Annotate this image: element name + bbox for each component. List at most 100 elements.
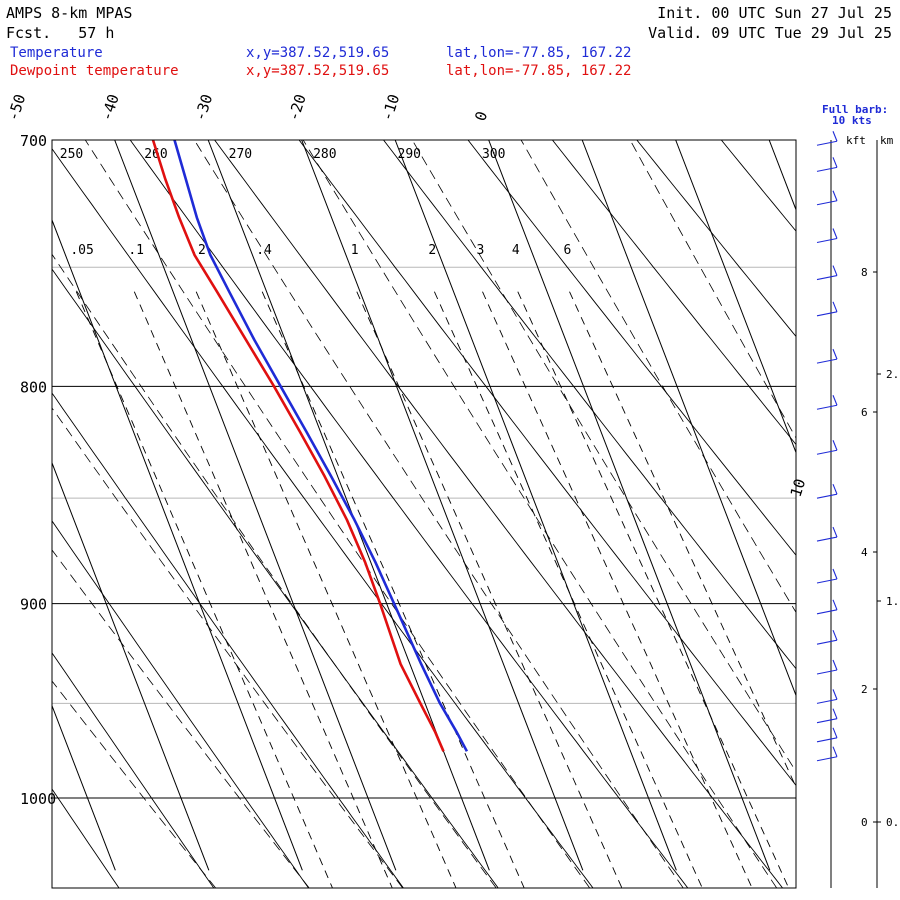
moist-adiabat--50 bbox=[52, 549, 310, 888]
wind-barb-flag bbox=[832, 708, 838, 719]
wind-barb bbox=[816, 228, 838, 244]
wind-barb-flag bbox=[832, 659, 838, 671]
isotherm--50 bbox=[52, 218, 303, 871]
isotherm-label: 0 bbox=[471, 109, 491, 123]
wind-barb-flag bbox=[832, 746, 838, 757]
dry-adiabat-360 bbox=[882, 32, 900, 889]
kft-tick-label: 6 bbox=[861, 406, 868, 419]
wind-barb-staff bbox=[816, 274, 838, 281]
mixing-ratio-label: 3 bbox=[476, 243, 484, 258]
dry-adiabat-220 bbox=[52, 520, 309, 888]
isotherm--80 bbox=[0, 140, 22, 870]
wind-barb-staff bbox=[816, 449, 838, 455]
isotherm-10 bbox=[581, 140, 796, 697]
mixing-ratio-label: 1 bbox=[351, 243, 359, 258]
dry-adiabat-label: 270 bbox=[229, 147, 252, 162]
mixing-ratio-line bbox=[356, 291, 623, 888]
wind-barb bbox=[816, 746, 838, 762]
dry-adiabat-300 bbox=[467, 140, 796, 556]
wind-barb bbox=[816, 440, 838, 455]
moist-adiabat--20 bbox=[84, 140, 591, 888]
wind-barb bbox=[816, 689, 838, 704]
wind-barb-flag bbox=[832, 190, 838, 201]
temperature-line bbox=[173, 140, 469, 752]
mixing-ratio-line bbox=[482, 291, 753, 888]
wind-barb-staff bbox=[816, 140, 838, 146]
dry-adiabat-210 bbox=[52, 652, 215, 888]
legend-temperature-latlon: lat,lon=-77.85, 167.22 bbox=[446, 45, 632, 61]
wind-barb-flag bbox=[832, 265, 838, 276]
isotherm--70 bbox=[52, 704, 116, 871]
wind-barb bbox=[816, 526, 838, 542]
isotherm--30 bbox=[207, 140, 490, 871]
wind-barb bbox=[816, 265, 838, 281]
mixing-ratio-line bbox=[517, 291, 790, 888]
kft-tick-label: 4 bbox=[861, 546, 868, 559]
legend-dewpoint-xy: x,y=387.52,519.65 bbox=[246, 63, 390, 79]
moist-adiabat--30 bbox=[52, 253, 497, 888]
dry-adiabat-240 bbox=[52, 268, 499, 888]
moist-adiabat-0 bbox=[302, 140, 778, 888]
dry-adiabat-230 bbox=[52, 392, 404, 888]
wind-barb-flag bbox=[832, 440, 838, 451]
dry-adiabat-290 bbox=[382, 140, 796, 670]
init-time: Init. 00 UTC Sun 27 Jul 25 bbox=[657, 4, 892, 22]
legend-temperature-xy: x,y=387.52,519.65 bbox=[246, 45, 390, 61]
dry-adiabat-label: 290 bbox=[398, 147, 421, 162]
barb-title-line1: Full barb: bbox=[822, 103, 889, 116]
legend-dewpoint-label: Dewpoint temperature bbox=[10, 63, 179, 79]
wind-barb-staff bbox=[816, 200, 838, 206]
wind-barb-staff bbox=[816, 536, 838, 542]
wind-barb-flag bbox=[832, 301, 838, 313]
isotherm-label: -20 bbox=[284, 92, 309, 123]
wind-barb-flag bbox=[832, 629, 838, 641]
isotherm-label: 10 bbox=[787, 476, 810, 499]
mixing-ratio-label: 4 bbox=[512, 243, 520, 258]
legend-temperature-label: Temperature bbox=[10, 45, 103, 61]
dry-adiabat-330 bbox=[720, 140, 796, 232]
dry-adiabat-label: 280 bbox=[313, 147, 336, 162]
wind-barb bbox=[816, 157, 838, 172]
isotherm--40 bbox=[114, 140, 397, 871]
isotherm-label: -40 bbox=[97, 92, 122, 123]
moist-adiabat--10 bbox=[193, 140, 684, 888]
kft-label: kft bbox=[846, 134, 866, 147]
dewpoint-line bbox=[151, 140, 445, 752]
isotherm--60 bbox=[52, 461, 210, 871]
wind-barb-staff bbox=[816, 756, 838, 762]
wind-barb-staff bbox=[816, 669, 838, 675]
wind-barb-staff bbox=[816, 609, 838, 615]
km-tick-label: 1. bbox=[886, 595, 899, 608]
wind-barb-staff bbox=[816, 737, 838, 743]
dry-adiabat-260 bbox=[129, 140, 689, 888]
wind-barb-panel: kft km 8 6 4 2 0 2. 1. 0. bbox=[816, 131, 899, 888]
chart-title: AMPS 8-km MPAS bbox=[6, 4, 133, 22]
dry-adiabat-250 bbox=[52, 147, 594, 888]
wind-barb-flag bbox=[832, 526, 838, 538]
mixing-ratio-label: .4 bbox=[256, 243, 272, 258]
dry-adiabat-190 bbox=[0, 32, 24, 889]
mixing-ratio-line bbox=[133, 291, 393, 888]
km-tick-label: 2. bbox=[886, 368, 899, 381]
mixing-ratio-line bbox=[75, 291, 333, 888]
km-label: km bbox=[880, 134, 894, 147]
isotherm-label: -50 bbox=[4, 92, 29, 123]
wind-barb-staff bbox=[816, 404, 838, 410]
isotherm-label: -30 bbox=[191, 92, 216, 123]
wind-barb-flag bbox=[832, 483, 838, 495]
mixing-ratio-line bbox=[569, 291, 796, 788]
mixing-ratio-line bbox=[433, 291, 703, 888]
mixing-ratio-line bbox=[261, 291, 525, 888]
dry-adiabat-350 bbox=[799, 32, 900, 889]
chart-series bbox=[151, 140, 469, 752]
wind-barb bbox=[816, 483, 838, 499]
wind-barb bbox=[816, 708, 838, 724]
plot-frame bbox=[51, 139, 797, 889]
wind-barb-staff bbox=[816, 698, 838, 704]
wind-barb bbox=[816, 301, 838, 317]
mixing-ratio-label: .05 bbox=[70, 243, 93, 258]
wind-barb-staff bbox=[816, 578, 838, 584]
wind-barb-flag bbox=[832, 131, 838, 142]
wind-barb bbox=[816, 659, 838, 675]
